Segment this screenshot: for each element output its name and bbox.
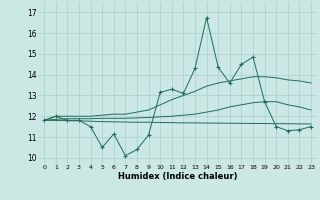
X-axis label: Humidex (Indice chaleur): Humidex (Indice chaleur) <box>118 172 237 181</box>
